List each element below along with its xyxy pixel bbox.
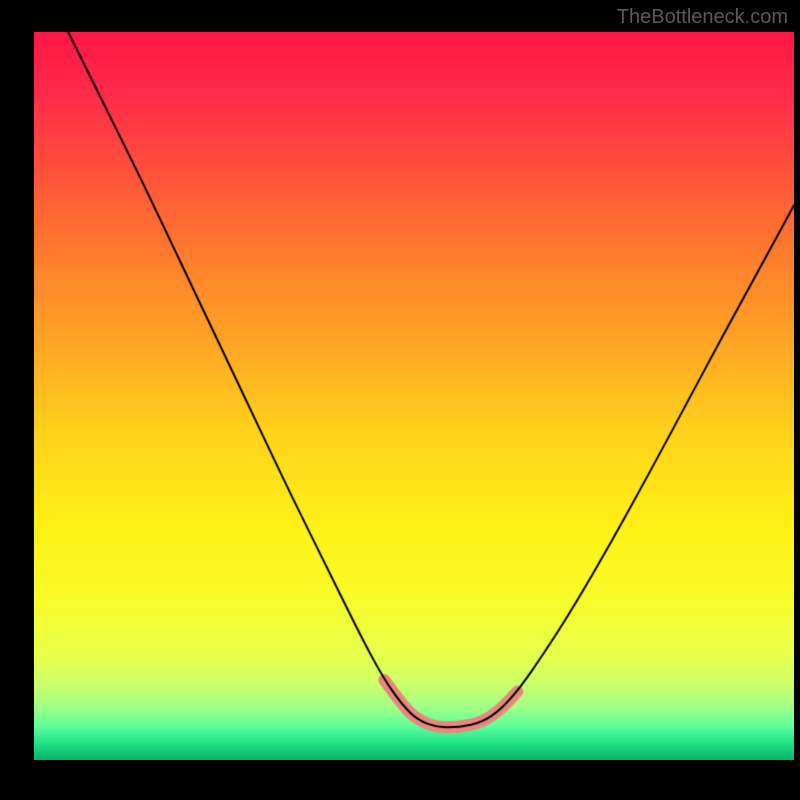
- chart-plot-area: [34, 32, 794, 760]
- chart-curve-canvas: [34, 32, 794, 760]
- watermark-text: TheBottleneck.com: [617, 6, 788, 29]
